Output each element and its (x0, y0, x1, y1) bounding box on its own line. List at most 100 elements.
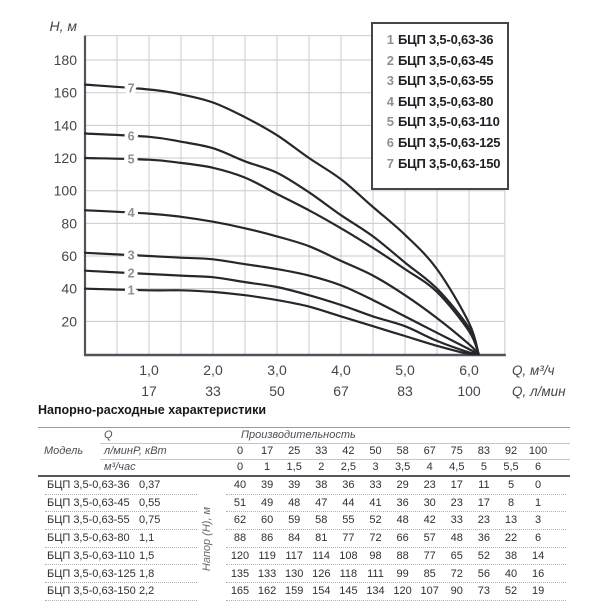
header-value-m3h: 1 (264, 461, 271, 473)
table-row: БЦП 3,5-0,63-45 0,55 51 49 48 47 44 41 36 30 23 17 8… (38, 495, 570, 513)
table-row: БЦП 3,5-0,63-80 1,1 88 86 84 81 77 72 66 57 48 36 22… (38, 530, 570, 548)
row-separator (226, 493, 566, 495)
chart-legend: 1 БЦП 3,5-0,63-36 2 БЦП 3,5-0,63-45 3 БЦП 3,5… (371, 22, 509, 190)
y-tick-label: 180 (54, 52, 78, 68)
cell-head-value: 162 (257, 585, 277, 598)
cell-head-value: 47 (315, 496, 328, 509)
cell-head-value: 126 (312, 567, 331, 580)
table-title: Напорно-расходные характеристики (38, 403, 267, 417)
row-separator (226, 546, 566, 548)
cell-model: БЦП 3,5-0,63-110 (47, 549, 135, 562)
y-tick-label: 160 (54, 85, 78, 101)
cell-head-value: 52 (369, 514, 382, 527)
cell-head-value: 58 (315, 514, 328, 527)
cell-power: 1,5 (139, 549, 155, 562)
row-separator (45, 511, 197, 513)
cell-head-value: 57 (423, 532, 436, 545)
cell-head-value: 66 (396, 532, 409, 545)
col-header-power: P, кВт (133, 445, 167, 457)
cell-head-value: 41 (369, 496, 382, 509)
x-tick-m3h: 1,0 (139, 362, 159, 378)
legend-item: 4 БЦП 3,5-0,63-80 (382, 92, 507, 113)
x-axis-label-m3h: Q, м³/ч (512, 363, 555, 378)
cell-head-value: 42 (423, 514, 436, 527)
cell-head-value: 130 (285, 567, 304, 580)
legend-item-number: 7 (386, 155, 394, 171)
legend-item-name: БЦП 3,5-0,63-36 (398, 32, 494, 47)
pump-curve-5 (83, 156, 480, 356)
characteristics-table: Модель P, кВт Q Производительность л/мин… (38, 427, 570, 601)
cell-head-value: 88 (396, 549, 409, 562)
cell-model: БЦП 3,5-0,63-55 (47, 514, 130, 527)
cell-model: БЦП 3,5-0,63-80 (47, 532, 130, 545)
cell-head-value: 0 (535, 479, 542, 491)
curve-number-label: 5 (128, 153, 135, 167)
row-separator (45, 529, 197, 531)
cell-head-value: 88 (233, 532, 247, 545)
cell-model: БЦП 3,5-0,63-36 (47, 479, 130, 491)
header-value-m3h: 3 (372, 461, 379, 473)
legend-item-number: 5 (386, 114, 394, 130)
y-tick-label: 60 (61, 248, 77, 264)
header-value-lmin: 17 (260, 445, 274, 457)
header-value-m3h: 4 (426, 461, 433, 473)
header-value-lmin: 83 (477, 445, 491, 457)
pump-curve-1 (83, 287, 480, 356)
curve-number-label: 2 (128, 267, 135, 281)
row-separator (226, 564, 566, 566)
cell-head-value: 36 (396, 496, 409, 509)
header-value-m3h: 3,5 (394, 461, 411, 473)
legend-item: 7 БЦП 3,5-0,63-150 (382, 154, 507, 175)
cell-head-value: 38 (315, 479, 328, 491)
table-rule-top (38, 427, 570, 428)
header-value-m3h: 6 (535, 461, 542, 473)
legend-item: 5 БЦП 3,5-0,63-110 (382, 112, 507, 133)
cell-head-value: 90 (450, 585, 463, 598)
pump-curve-4 (83, 209, 480, 356)
cell-head-value: 3 (535, 514, 542, 527)
col-header-q: Q (104, 429, 113, 441)
cell-head-value: 39 (260, 479, 274, 491)
cell-head-value: 56 (477, 567, 491, 580)
pump-curve-6 (83, 132, 480, 356)
y-tick-label: 120 (54, 150, 78, 166)
cell-head-value: 72 (450, 567, 463, 580)
x-tick-m3h: 4,0 (331, 362, 351, 378)
cell-head-value: 1 (535, 496, 542, 509)
cell-head-value: 133 (257, 567, 277, 580)
table-rule-header-bottom (38, 475, 570, 477)
cell-head-value: 84 (288, 532, 301, 545)
table-rule-under-q (100, 443, 570, 444)
cell-head-value: 40 (504, 567, 518, 580)
table-row: БЦП 3,5-0,63-55 0,75 62 60 59 58 55 52 48 42 33 23 1… (38, 512, 570, 531)
cell-head-value: 13 (504, 514, 518, 527)
legend-item-name: БЦП 3,5-0,63-150 (398, 155, 501, 171)
table-row: БЦП 3,5-0,63-150 2,2 165 162 159 154 145 134 120… (38, 583, 570, 601)
cell-head-value: 165 (230, 585, 250, 598)
header-value-lmin: 75 (450, 445, 463, 457)
cell-head-value: 52 (504, 585, 518, 598)
cell-head-value: 14 (531, 549, 545, 562)
cell-head-value: 16 (531, 567, 545, 580)
header-value-lmin: 100 (528, 445, 548, 457)
header-value-lmin: 33 (315, 445, 328, 457)
row-separator (45, 546, 197, 548)
legend-item-number: 6 (386, 134, 394, 150)
row-separator (45, 582, 197, 584)
pump-curve-7 (83, 83, 480, 356)
cell-head-value: 117 (285, 549, 303, 562)
row-separator (45, 493, 197, 495)
cell-head-value: 36 (477, 532, 491, 545)
y-tick-label: 20 (61, 313, 77, 329)
cell-head-value: 85 (423, 567, 436, 580)
cell-head-value: 39 (288, 479, 301, 491)
header-value-lmin: 42 (342, 445, 355, 457)
x-tick-lmin: 67 (333, 383, 349, 399)
x-tick-lmin: 50 (269, 383, 285, 399)
cell-head-value: 120 (393, 585, 412, 598)
row-separator (45, 564, 197, 566)
cell-head-value: 23 (450, 496, 463, 509)
head-axis-rotated-label: Напор (Н), м (201, 506, 213, 572)
